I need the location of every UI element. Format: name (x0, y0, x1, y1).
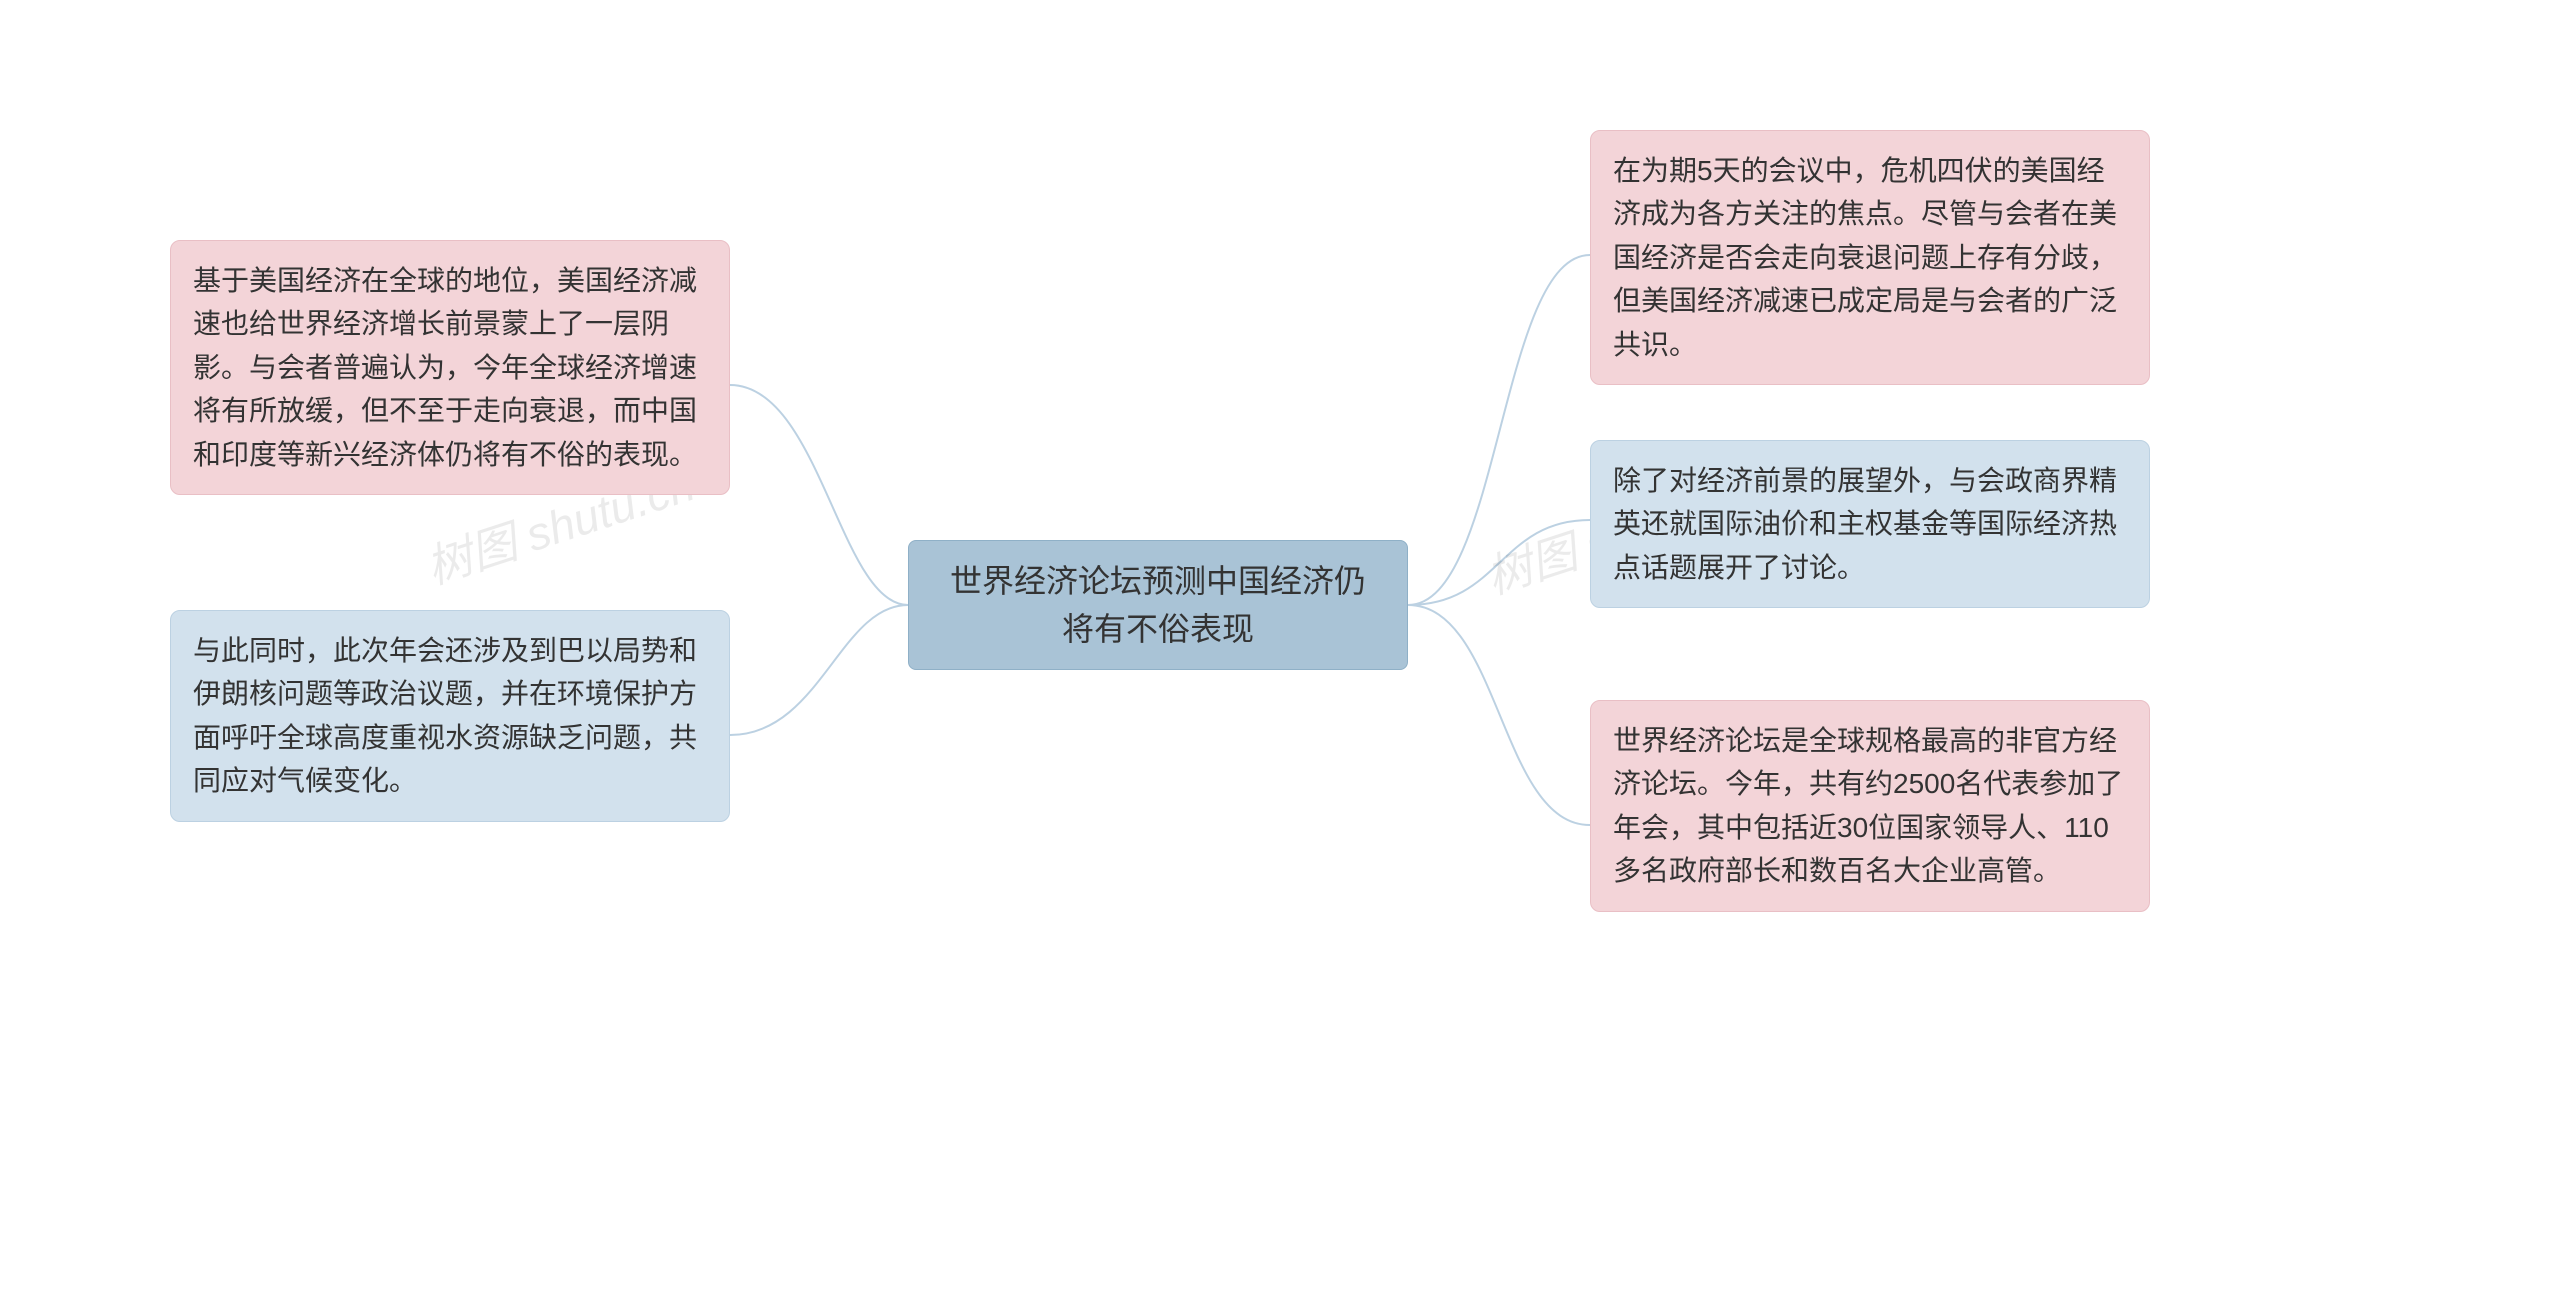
right-node-1: 在为期5天的会议中，危机四伏的美国经济成为各方关注的焦点。尽管与会者在美国经济是… (1590, 130, 2150, 385)
right-node-3: 世界经济论坛是全球规格最高的非官方经济论坛。今年，共有约2500名代表参加了年会… (1590, 700, 2150, 912)
right-node-2-text: 除了对经济前景的展望外，与会政商界精英还就国际油价和主权基金等国际经济热点话题展… (1613, 465, 2117, 583)
connector-r2 (1408, 520, 1590, 605)
center-node-text: 世界经济论坛预测中国经济仍将有不俗表现 (939, 557, 1377, 653)
right-node-2: 除了对经济前景的展望外，与会政商界精英还就国际油价和主权基金等国际经济热点话题展… (1590, 440, 2150, 608)
left-node-2-text: 与此同时，此次年会还涉及到巴以局势和伊朗核问题等政治议题，并在环境保护方面呼吁全… (193, 635, 697, 796)
left-node-1: 基于美国经济在全球的地位，美国经济减速也给世界经济增长前景蒙上了一层阴影。与会者… (170, 240, 730, 495)
connector-l2 (730, 605, 908, 735)
connector-r1 (1408, 255, 1590, 605)
left-node-1-text: 基于美国经济在全球的地位，美国经济减速也给世界经济增长前景蒙上了一层阴影。与会者… (193, 265, 697, 470)
connector-r3 (1408, 605, 1590, 825)
right-node-1-text: 在为期5天的会议中，危机四伏的美国经济成为各方关注的焦点。尽管与会者在美国经济是… (1613, 155, 2117, 360)
center-node: 世界经济论坛预测中国经济仍将有不俗表现 (908, 540, 1408, 670)
right-node-3-text: 世界经济论坛是全球规格最高的非官方经济论坛。今年，共有约2500名代表参加了年会… (1613, 725, 2123, 886)
left-node-2: 与此同时，此次年会还涉及到巴以局势和伊朗核问题等政治议题，并在环境保护方面呼吁全… (170, 610, 730, 822)
connector-l1 (730, 385, 908, 605)
